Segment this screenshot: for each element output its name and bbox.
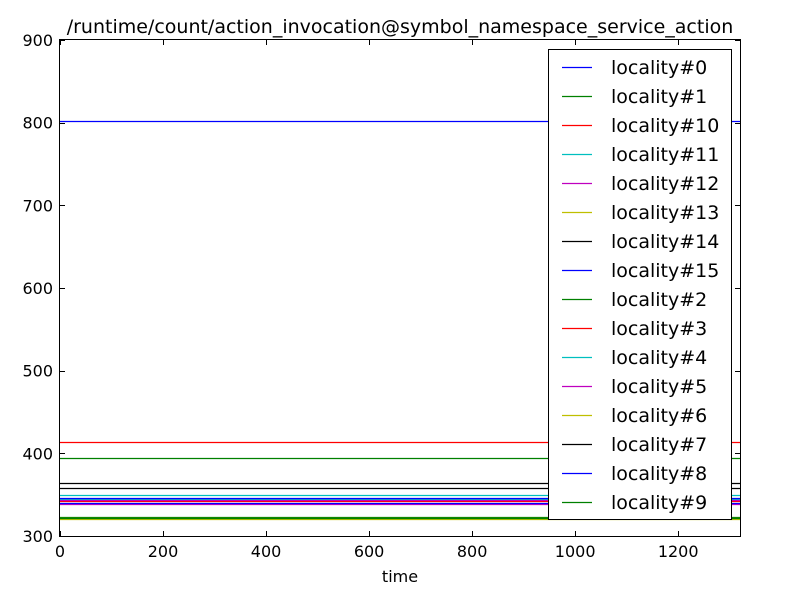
legend-item: locality#14 [562, 231, 719, 253]
legend-label: locality#2 [611, 289, 707, 311]
legend-item: locality#15 [562, 260, 719, 282]
legend-box [548, 49, 732, 520]
legend-label: locality#8 [611, 463, 707, 485]
legend-item: locality#4 [562, 347, 707, 369]
legend-item: locality#12 [562, 173, 719, 195]
legend-item: locality#6 [562, 405, 707, 427]
y-tick-label: 700 [22, 196, 53, 215]
legend-label: locality#5 [611, 376, 707, 398]
x-tick-label: 800 [457, 542, 488, 561]
legend-label: locality#0 [611, 57, 707, 79]
legend-label: locality#1 [611, 86, 707, 108]
legend-label: locality#7 [611, 434, 707, 456]
x-tick-label: 400 [251, 542, 282, 561]
plot-frame [59, 39, 741, 537]
x-tick-label: 1000 [555, 542, 596, 561]
legend-item: locality#11 [562, 144, 719, 166]
y-axis-ticks: 300 400 500 600 700 800 900 [22, 31, 740, 546]
legend-item: locality#9 [562, 492, 707, 514]
y-tick-label: 400 [22, 444, 53, 463]
x-tick-label: 1200 [658, 542, 699, 561]
legend-label: locality#11 [611, 144, 719, 166]
legend-label: locality#3 [611, 318, 707, 340]
legend-label: locality#9 [611, 492, 707, 514]
y-tick-label: 800 [22, 114, 53, 133]
x-tick-label: 200 [148, 542, 179, 561]
legend-item: locality#10 [562, 115, 719, 137]
legend-label: locality#13 [611, 202, 719, 224]
legend: locality#0 locality#1 locality#10 locality#… [548, 49, 732, 520]
legend-label: locality#6 [611, 405, 707, 427]
legend-label: locality#14 [611, 231, 719, 253]
y-tick-label: 500 [22, 362, 53, 381]
legend-item: locality#1 [562, 86, 707, 108]
legend-label: locality#4 [611, 347, 707, 369]
y-tick-label: 600 [22, 279, 53, 298]
legend-item: locality#13 [562, 202, 719, 224]
x-axis-ticks: 0 200 400 600 800 1000 1200 [55, 40, 699, 561]
legend-label: locality#10 [611, 115, 719, 137]
legend-item: locality#3 [562, 318, 707, 340]
y-tick-label: 900 [22, 31, 53, 50]
legend-item: locality#2 [562, 289, 707, 311]
legend-item: locality#0 [562, 57, 707, 79]
chart-title: /runtime/count/action_invocation@symbol_… [67, 16, 734, 38]
legend-item: locality#8 [562, 463, 707, 485]
legend-label: locality#12 [611, 173, 719, 195]
x-tick-label: 600 [354, 542, 385, 561]
legend-item: locality#7 [562, 434, 707, 456]
legend-item: locality#5 [562, 376, 707, 398]
y-tick-label: 300 [22, 527, 53, 546]
x-axis-label: time [382, 567, 418, 586]
legend-label: locality#15 [611, 260, 719, 282]
x-tick-label: 0 [55, 542, 65, 561]
